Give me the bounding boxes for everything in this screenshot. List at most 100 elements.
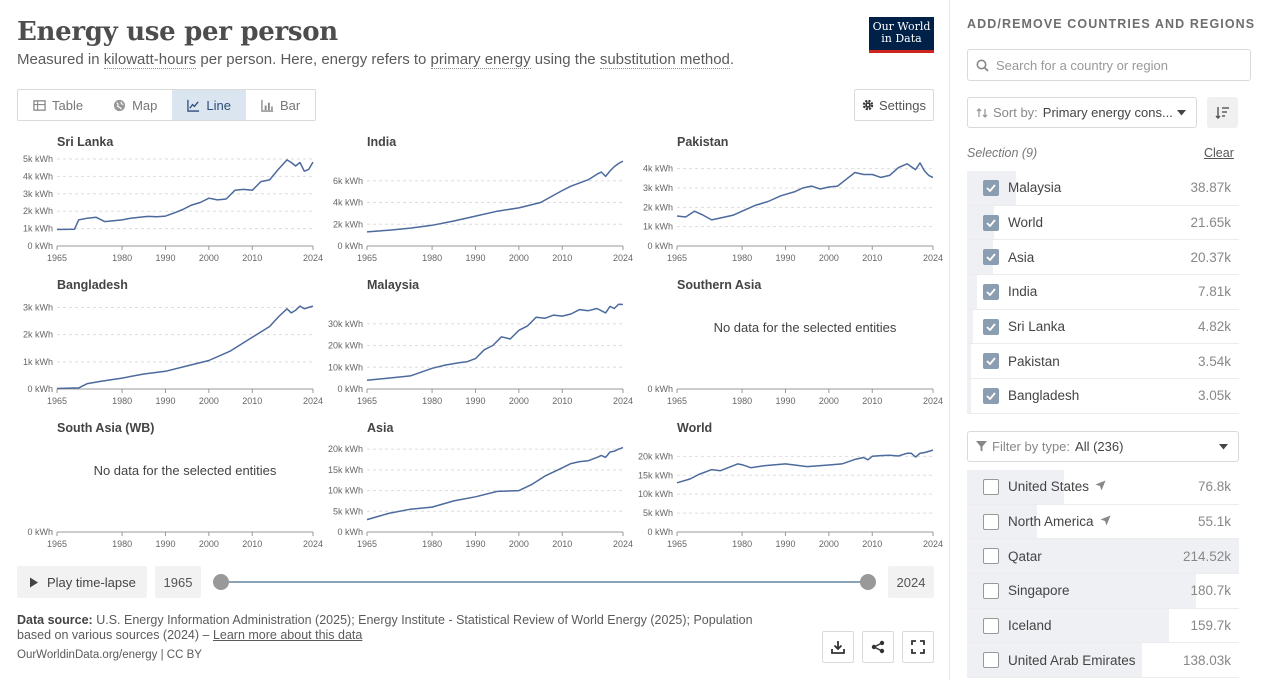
end-year-handle[interactable] bbox=[860, 574, 876, 590]
entity-checkbox[interactable] bbox=[983, 478, 999, 495]
x-tick-label: 2024 bbox=[303, 396, 323, 406]
tab-map[interactable]: Map bbox=[98, 90, 172, 120]
value-bar bbox=[967, 539, 1239, 574]
download-button[interactable] bbox=[822, 631, 854, 663]
sort-arrows-icon bbox=[976, 107, 988, 118]
chart-title: South Asia (WB) bbox=[57, 421, 154, 435]
entity-checkbox[interactable] bbox=[983, 617, 999, 634]
fullscreen-button[interactable] bbox=[902, 631, 934, 663]
entity-row[interactable]: Malaysia 38.87k bbox=[967, 171, 1239, 206]
entity-checkbox[interactable] bbox=[983, 353, 999, 370]
x-tick-label: 2000 bbox=[199, 396, 219, 406]
x-tick-label: 2010 bbox=[242, 253, 262, 263]
series-line[interactable] bbox=[366, 160, 624, 233]
primary-energy-link[interactable]: primary energy bbox=[430, 51, 531, 69]
entity-checkbox[interactable] bbox=[983, 179, 999, 196]
owid-logo[interactable]: Our World in Data bbox=[869, 17, 934, 53]
subtitle-text: using the bbox=[530, 51, 600, 68]
subtitle-text: Measured in bbox=[17, 51, 104, 68]
entity-name-text: Pakistan bbox=[1008, 353, 1060, 369]
entity-name: Asia bbox=[1008, 250, 1034, 265]
caret-down-icon bbox=[1219, 443, 1228, 449]
x-tick-label: 2000 bbox=[819, 253, 839, 263]
y-tick-label: 6k kWh bbox=[333, 176, 363, 186]
selection-count: Selection (9) bbox=[967, 146, 1038, 160]
share-icon bbox=[871, 640, 885, 654]
entity-row[interactable]: Qatar 214.52k bbox=[967, 539, 1239, 575]
entity-row[interactable]: Iceland 159.7k bbox=[967, 608, 1239, 644]
entity-row[interactable]: Singapore 180.7k bbox=[967, 574, 1239, 609]
x-tick-label: 1980 bbox=[112, 539, 132, 549]
entity-value: 4.82k bbox=[1197, 319, 1231, 335]
entity-checkbox[interactable] bbox=[983, 318, 999, 335]
entity-checkbox[interactable] bbox=[983, 652, 999, 669]
source-url[interactable]: OurWorldinData.org/energy | CC BY bbox=[17, 649, 202, 661]
entity-row[interactable]: United Arab Emirates 138.03k bbox=[967, 643, 1239, 679]
search-box[interactable] bbox=[967, 49, 1251, 81]
entity-row[interactable]: United States 76.8k bbox=[967, 470, 1239, 505]
series-line[interactable] bbox=[366, 303, 624, 382]
entity-name: Iceland bbox=[1008, 618, 1052, 633]
substitution-method-link[interactable]: substitution method bbox=[599, 51, 730, 69]
search-input[interactable] bbox=[996, 57, 1236, 73]
start-year-box[interactable]: 1965 bbox=[155, 566, 201, 598]
entity-checkbox[interactable] bbox=[983, 548, 999, 565]
source-label: Data source: bbox=[17, 613, 93, 627]
sort-order-button[interactable] bbox=[1207, 97, 1238, 128]
y-tick-label: 2k kWh bbox=[333, 219, 363, 229]
x-tick-label: 2010 bbox=[862, 396, 882, 406]
x-tick-label: 2010 bbox=[242, 396, 262, 406]
filter-dropdown[interactable]: Filter by type: All (236) bbox=[967, 431, 1239, 462]
entity-checkbox[interactable] bbox=[983, 214, 999, 231]
kilowatt-hours-link[interactable]: kilowatt-hours bbox=[103, 51, 197, 69]
value-bar bbox=[967, 309, 973, 344]
start-year-handle[interactable] bbox=[213, 574, 229, 590]
play-timelapse-button[interactable]: Play time-lapse bbox=[17, 566, 147, 598]
x-tick-label: 2010 bbox=[552, 396, 572, 406]
y-tick-label: 1k kWh bbox=[643, 222, 673, 232]
chart-panel-south-asia-wb-: South Asia (WB) 0 kWh 1965 1980 1990 2000 2010… bbox=[27, 421, 323, 549]
y-tick-label: 0 kWh bbox=[27, 384, 53, 394]
entity-checkbox[interactable] bbox=[983, 513, 999, 530]
entity-row[interactable]: Pakistan 3.54k bbox=[967, 344, 1239, 380]
entity-row[interactable]: Asia 20.37k bbox=[967, 240, 1239, 276]
x-tick-label: 1990 bbox=[465, 396, 485, 406]
entity-name: Qatar bbox=[1008, 549, 1042, 564]
entity-checkbox[interactable] bbox=[983, 249, 999, 266]
x-tick-label: 1990 bbox=[155, 396, 175, 406]
entity-checkbox[interactable] bbox=[983, 283, 999, 300]
entity-name: Sri Lanka bbox=[1008, 319, 1065, 334]
entity-row[interactable]: India 7.81k bbox=[967, 275, 1239, 310]
series-line[interactable] bbox=[56, 159, 314, 231]
series-line[interactable] bbox=[676, 162, 934, 221]
download-icon bbox=[831, 641, 845, 654]
entity-row[interactable]: Bangladesh 3.05k bbox=[967, 379, 1239, 414]
entity-value: 20.37k bbox=[1190, 249, 1231, 265]
clear-selection-button[interactable]: Clear bbox=[1204, 146, 1234, 160]
y-tick-label: 5k kWh bbox=[333, 506, 363, 516]
end-year-box[interactable]: 2024 bbox=[888, 566, 934, 598]
entity-checkbox[interactable] bbox=[983, 387, 999, 404]
entity-row[interactable]: North America 55.1k bbox=[967, 504, 1239, 540]
sort-dropdown[interactable]: Sort by: Primary energy cons... bbox=[967, 97, 1197, 128]
tab-table[interactable]: Table bbox=[18, 90, 98, 120]
entity-row[interactable]: Sri Lanka 4.82k bbox=[967, 309, 1239, 345]
y-tick-label: 2k kWh bbox=[23, 330, 53, 340]
value-bar bbox=[967, 379, 971, 413]
y-tick-label: 10k kWh bbox=[638, 489, 673, 499]
series-line[interactable] bbox=[56, 305, 314, 390]
entity-value: 21.65k bbox=[1190, 215, 1231, 231]
entity-row[interactable]: World 21.65k bbox=[967, 205, 1239, 241]
settings-button[interactable]: Settings bbox=[854, 89, 934, 121]
tab-line[interactable]: Line bbox=[172, 90, 246, 120]
series-line[interactable] bbox=[676, 449, 934, 484]
checkmark-icon bbox=[986, 253, 996, 262]
entity-checkbox[interactable] bbox=[983, 582, 999, 599]
entity-name: United Arab Emirates bbox=[1008, 653, 1136, 668]
series-line[interactable] bbox=[366, 446, 624, 521]
tab-bar[interactable]: Bar bbox=[246, 90, 315, 120]
timeline-track[interactable] bbox=[221, 581, 867, 583]
share-button[interactable] bbox=[862, 631, 894, 663]
learn-more-link[interactable]: Learn more about this data bbox=[212, 628, 363, 642]
tab-label: Line bbox=[206, 97, 231, 113]
